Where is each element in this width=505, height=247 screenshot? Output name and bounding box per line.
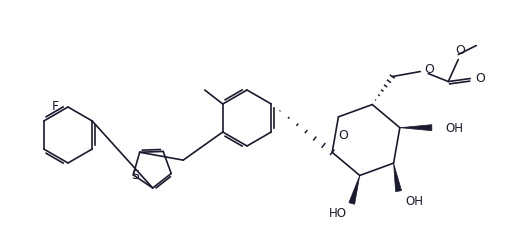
Text: O: O xyxy=(456,44,465,57)
Text: F: F xyxy=(52,100,59,112)
Text: O: O xyxy=(424,63,434,76)
Text: O: O xyxy=(475,72,485,85)
Text: S: S xyxy=(131,169,139,182)
Text: OH: OH xyxy=(406,195,424,208)
Polygon shape xyxy=(349,175,360,204)
Polygon shape xyxy=(400,125,432,131)
Polygon shape xyxy=(393,163,401,192)
Text: OH: OH xyxy=(446,122,464,135)
Text: O: O xyxy=(338,129,348,143)
Text: HO: HO xyxy=(329,207,347,220)
